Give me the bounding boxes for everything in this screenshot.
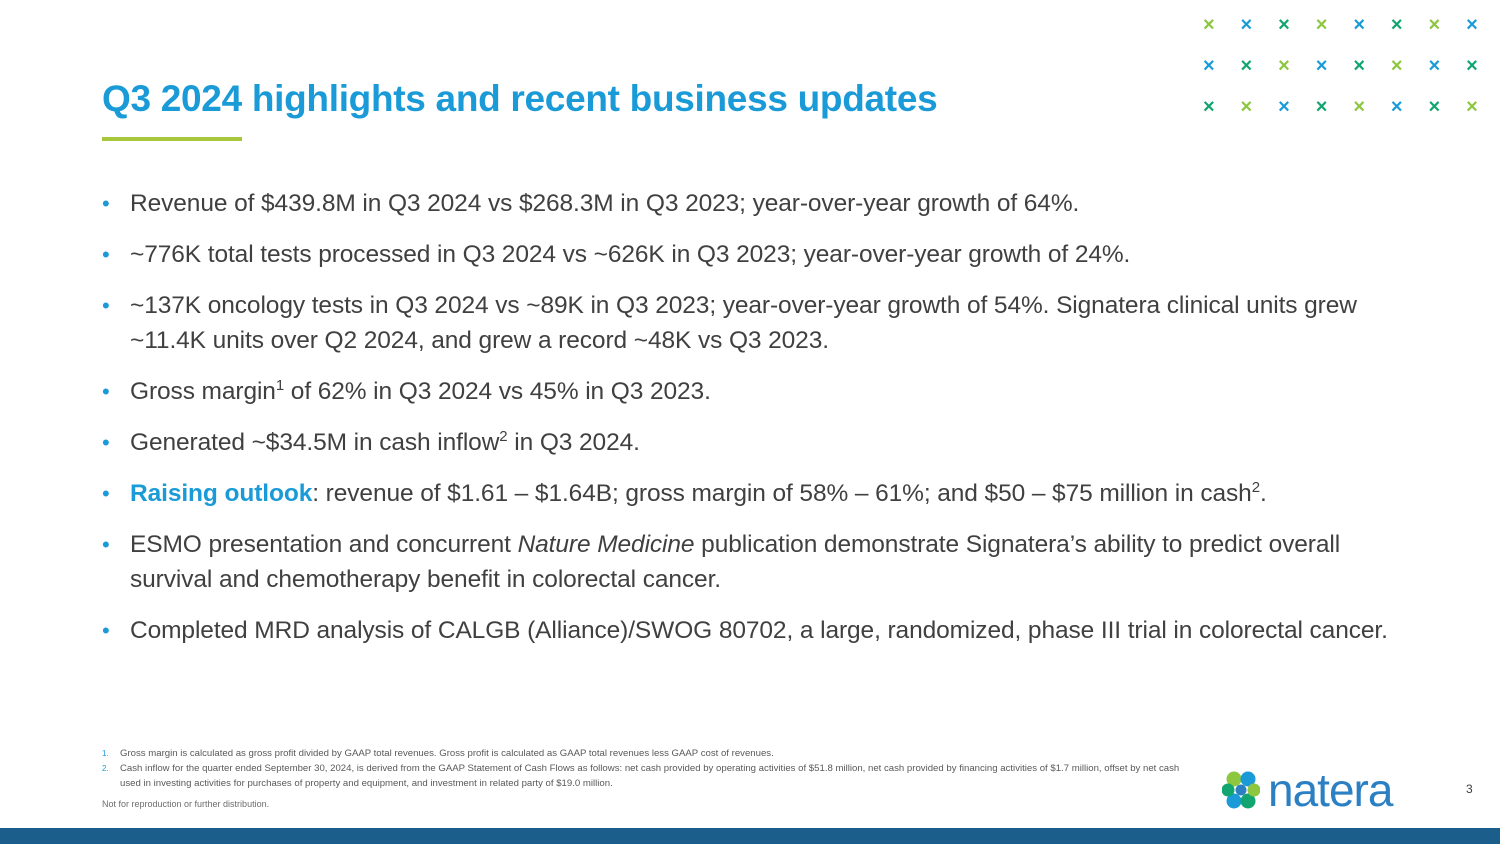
bullet-dot-icon: •	[102, 379, 110, 404]
x-mark-icon: ×	[1202, 14, 1215, 36]
x-mark-icon: ×	[1202, 55, 1215, 77]
x-mark-icon: ×	[1240, 14, 1253, 36]
x-mark-icon: ×	[1315, 96, 1328, 118]
x-mark-icon: ×	[1315, 55, 1328, 77]
bullet-text: in Q3 2024.	[507, 429, 640, 456]
x-mark-icon: ×	[1353, 14, 1366, 36]
x-mark-icon: ×	[1390, 96, 1403, 118]
x-mark-icon: ×	[1353, 96, 1366, 118]
bullet-text: .	[1259, 480, 1267, 507]
x-mark-icon: ×	[1466, 55, 1478, 77]
logo-wordmark: natera	[1268, 764, 1393, 816]
bullet-text: : revenue of $1.61 – $1.64B; gross margi…	[312, 480, 1252, 507]
footnote-text: Cash inflow for the quarter ended Septem…	[120, 763, 1180, 789]
bullet-text: of 62% in Q3 2024 vs 45% in Q3 2023.	[284, 378, 711, 405]
footnote-ref: 1	[275, 376, 285, 394]
bullet-tests-processed: • ~776K total tests processed in Q3 2024 …	[102, 237, 1392, 272]
x-mark-icon: ×	[1353, 55, 1366, 77]
footnotes: 1. Gross margin is calculated as gross pr…	[102, 746, 1182, 791]
x-mark-icon: ×	[1428, 55, 1441, 77]
x-mark-icon: ×	[1315, 14, 1328, 36]
footnote-ref: 2	[499, 427, 508, 445]
bullet-dot-icon: •	[102, 191, 110, 216]
footnote-number: 1.	[102, 749, 109, 758]
x-mark-icon: ×	[1240, 96, 1253, 118]
title-underline	[102, 137, 242, 141]
bullet-gross-margin: • Gross margin1 of 62% in Q3 2024 vs 45% …	[102, 374, 1392, 409]
bullet-dot-icon: •	[102, 430, 110, 455]
natera-logo: natera	[1222, 764, 1393, 816]
bullet-cash-inflow: • Generated ~$34.5M in cash inflow2 in Q3…	[102, 425, 1392, 460]
bullet-text: Gross margin	[130, 378, 276, 405]
bullet-text: Revenue of $439.8M in Q3 2024 vs $268.3M…	[130, 190, 1080, 217]
bullet-dot-icon: •	[102, 481, 110, 506]
footnote-text: Gross margin is calculated as gross prof…	[120, 748, 774, 759]
x-mark-icon: ×	[1428, 96, 1441, 118]
footnote-number: 2.	[102, 764, 109, 773]
footnote-2: 2. Cash inflow for the quarter ended Sept…	[102, 761, 1182, 791]
bullet-text: publication demonstrate Signatera’s abil…	[130, 531, 1341, 593]
bullet-text: ESMO presentation and concurrent	[130, 531, 518, 558]
footnote-1: 1. Gross margin is calculated as gross pr…	[102, 746, 1182, 761]
footnote-ref: 2	[1251, 478, 1260, 496]
bullet-text: Generated ~$34.5M in cash inflow	[130, 429, 500, 456]
x-mark-icon: ×	[1466, 14, 1478, 36]
x-mark-icon: ×	[1390, 55, 1403, 77]
x-mark-icon: ×	[1240, 55, 1253, 77]
bullet-dot-icon: •	[102, 242, 110, 267]
x-mark-icon: ×	[1202, 96, 1215, 118]
natera-logo-icon	[1222, 771, 1260, 809]
bullet-oncology-tests: • ~137K oncology tests in Q3 2024 vs ~89K…	[102, 288, 1392, 358]
bullet-revenue: • Revenue of $439.8M in Q3 2024 vs $268.3…	[102, 186, 1392, 221]
bullet-mrd-analysis: • Completed MRD analysis of CALGB (Allian…	[102, 613, 1392, 648]
italic-text: Nature Medicine	[517, 531, 695, 558]
bullet-dot-icon: •	[102, 618, 110, 643]
bullet-dot-icon: •	[102, 532, 110, 557]
x-mark-icon: ×	[1390, 14, 1403, 36]
highlight-text: Raising outlook	[130, 480, 313, 507]
x-mark-icon: ×	[1278, 14, 1290, 36]
bullet-text: Completed MRD analysis of CALGB (Allianc…	[130, 617, 1388, 644]
bullet-dot-icon: •	[102, 293, 110, 318]
x-mark-icon: ×	[1428, 14, 1441, 36]
bullet-esmo-presentation: • ESMO presentation and concurrent Nature…	[102, 527, 1392, 597]
bullet-text: ~776K total tests processed in Q3 2024 v…	[130, 241, 1131, 268]
slide-title: Q3 2024 highlights and recent business u…	[102, 78, 938, 119]
disclaimer: Not for reproduction or further distribu…	[102, 799, 270, 809]
bullet-text: ~137K oncology tests in Q3 2024 vs ~89K …	[130, 292, 1357, 354]
bottom-bar	[0, 828, 1500, 844]
page-number: 3	[1466, 782, 1473, 796]
x-pattern-decoration: × × × × × × × × × × × × × × × × × × × × × × × ×	[1190, 10, 1490, 130]
x-mark-icon: ×	[1278, 96, 1290, 118]
bullet-raising-outlook: • Raising outlook: revenue of $1.61 – $1.…	[102, 476, 1392, 511]
x-mark-icon: ×	[1466, 96, 1478, 118]
highlights-list: • Revenue of $439.8M in Q3 2024 vs $268.3…	[102, 186, 1392, 664]
x-mark-icon: ×	[1278, 55, 1290, 77]
